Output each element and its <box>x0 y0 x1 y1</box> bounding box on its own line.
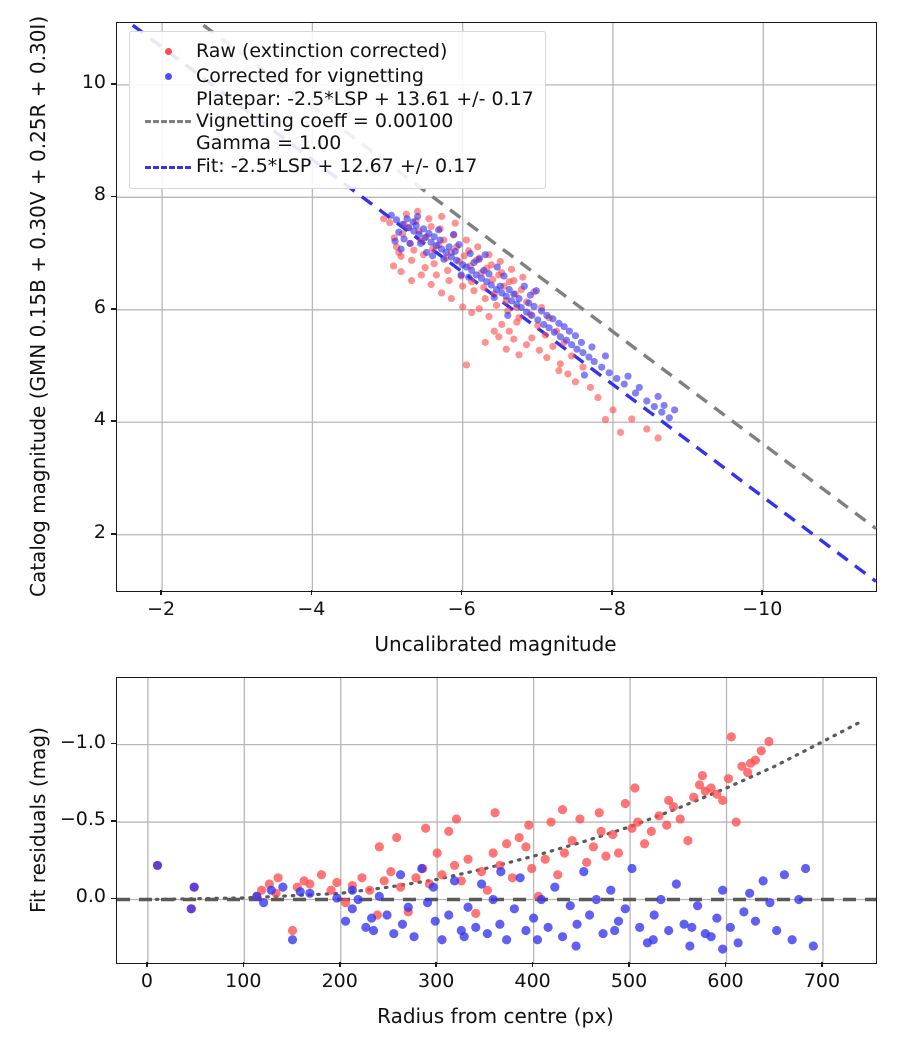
y-tick-mark <box>111 420 116 423</box>
x-tick-label: 300 <box>418 970 455 992</box>
x-tick-mark <box>146 962 148 967</box>
x-tick-label: −8 <box>597 598 626 620</box>
x-tick-mark <box>531 962 534 967</box>
top-plot-x-axis-label: Uncalibrated magnitude <box>374 632 617 656</box>
x-tick-mark <box>160 590 162 595</box>
x-tick-label: 200 <box>321 970 358 992</box>
legend-dashed-grey-icon <box>140 120 196 124</box>
legend-marker-corrected-icon <box>140 73 196 80</box>
legend-entry-fit: Fit: -2.5*LSP + 12.67 +/- 0.17 <box>140 155 534 180</box>
bottom-plot-axes <box>116 677 877 964</box>
legend-dashed-blue-icon <box>140 165 196 169</box>
top-plot-axes: Raw (extinction corrected) Corrected for… <box>116 22 878 592</box>
x-tick-label: 500 <box>610 970 648 992</box>
x-tick-label: 600 <box>707 970 744 992</box>
x-tick-label: 0 <box>140 970 153 992</box>
bottom-plot-x-axis-label: Radius from centre (px) <box>377 1004 614 1028</box>
y-tick-mark <box>111 820 116 822</box>
y-tick-label: 2 <box>93 520 106 543</box>
y-tick-mark <box>111 308 116 310</box>
y-tick-mark <box>111 532 116 535</box>
legend-entry-raw: Raw (extinction corrected) <box>140 39 534 64</box>
x-tick-label: −10 <box>742 598 783 620</box>
y-tick-mark <box>111 897 116 900</box>
x-tick-mark <box>242 962 245 967</box>
y-tick-label: 8 <box>93 183 106 206</box>
legend-entry-corrected: Corrected for vignetting <box>140 64 534 89</box>
bottom-plot-canvas <box>117 678 876 963</box>
y-tick-label: 0.0 <box>75 885 106 908</box>
scatter-series <box>152 860 818 954</box>
y-tick-label: 10 <box>81 70 106 93</box>
x-tick-mark <box>724 962 727 967</box>
y-tick-label: −0.5 <box>59 808 106 831</box>
x-tick-label: −2 <box>147 598 176 620</box>
scatter-series <box>387 211 679 422</box>
x-tick-mark <box>460 590 463 595</box>
y-tick-label: 4 <box>93 408 106 431</box>
legend-entry-platepar: Platepar: -2.5*LSP + 13.61 +/- 0.17 Vign… <box>140 88 534 155</box>
y-tick-mark <box>111 83 116 85</box>
x-tick-mark <box>338 962 341 967</box>
x-tick-label: 100 <box>225 970 262 992</box>
x-tick-mark <box>611 590 613 595</box>
scatter-series <box>152 732 774 936</box>
x-tick-label: 700 <box>803 970 841 992</box>
x-tick-label: −4 <box>297 598 326 620</box>
legend-marker-raw-icon <box>140 48 196 55</box>
y-tick-label: 6 <box>93 295 106 318</box>
legend-label-raw: Raw (extinction corrected) <box>196 39 448 62</box>
legend-label-platepar: Platepar: -2.5*LSP + 13.61 +/- 0.17 Vign… <box>196 88 534 154</box>
x-tick-mark <box>821 962 823 967</box>
legend-label-corrected: Corrected for vignetting <box>196 64 424 87</box>
x-tick-label: 400 <box>514 970 551 992</box>
x-tick-label: −6 <box>447 598 476 620</box>
y-tick-mark <box>111 742 116 745</box>
x-tick-mark <box>310 590 313 595</box>
y-tick-label: −1.0 <box>59 730 106 753</box>
x-tick-mark <box>435 962 437 967</box>
legend: Raw (extinction corrected) Corrected for… <box>129 31 546 189</box>
x-tick-mark <box>628 962 630 967</box>
legend-label-fit: Fit: -2.5*LSP + 12.67 +/- 0.17 <box>196 155 478 178</box>
y-tick-mark <box>111 195 116 198</box>
x-tick-mark <box>761 590 764 595</box>
